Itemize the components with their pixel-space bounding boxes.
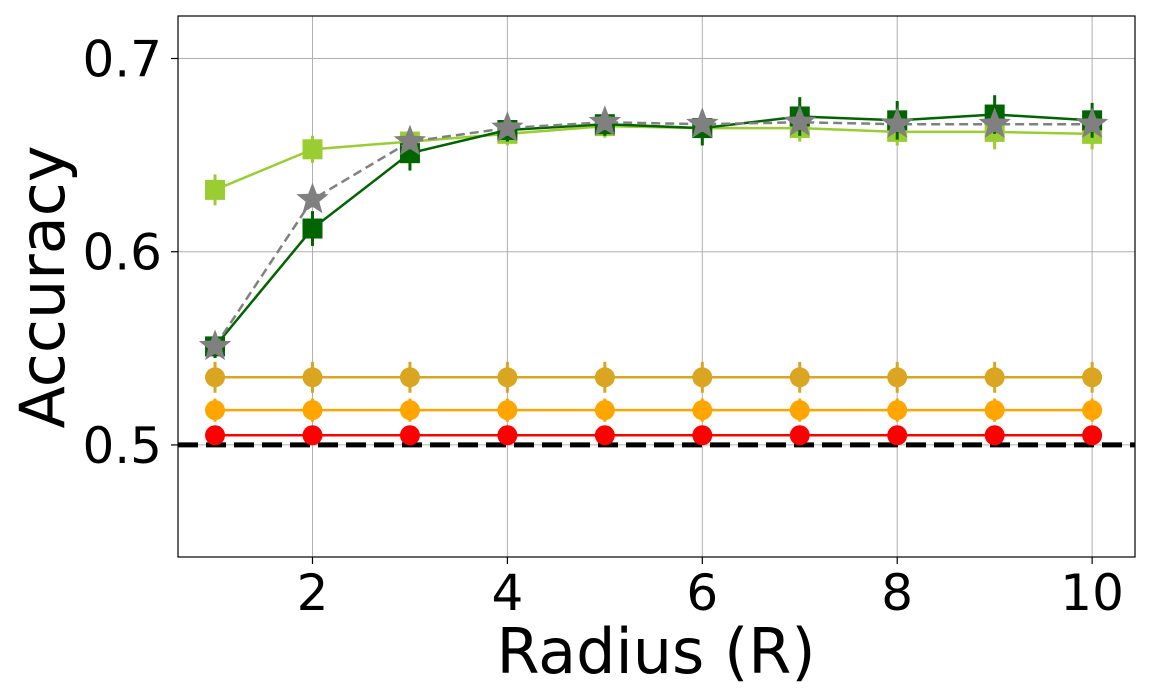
data-point [205, 425, 226, 446]
data-point [594, 400, 615, 421]
data-point [984, 425, 1005, 446]
data-point [491, 111, 524, 142]
data-point [302, 139, 323, 160]
series-layer [198, 95, 1109, 446]
data-point [302, 425, 323, 446]
data-point [887, 367, 908, 388]
data-point [692, 367, 713, 388]
data-point [205, 367, 226, 388]
series-6 [205, 425, 1103, 446]
data-point [1082, 400, 1103, 421]
y-axis-label: Accuracy [6, 145, 79, 428]
data-point [789, 425, 810, 446]
data-point [686, 107, 719, 138]
data-point [594, 425, 615, 446]
x-tick-label: 2 [297, 564, 329, 622]
data-point [205, 179, 226, 200]
data-point [789, 400, 810, 421]
data-point [399, 400, 420, 421]
x-axis-label: Radius (R) [496, 615, 815, 688]
data-point [1082, 367, 1103, 388]
series-4 [205, 361, 1103, 393]
data-point [1082, 425, 1103, 446]
data-point [984, 400, 1005, 421]
data-point [594, 367, 615, 388]
data-point [978, 107, 1011, 138]
data-point [302, 400, 323, 421]
y-tick-label: 0.6 [82, 224, 162, 282]
data-point [783, 105, 816, 137]
data-point [887, 400, 908, 421]
data-point [881, 107, 914, 138]
data-point [588, 105, 622, 137]
series-line [214, 113, 1093, 348]
data-point [198, 329, 232, 361]
data-point [302, 218, 323, 239]
data-point [302, 367, 323, 388]
x-tick-label: 6 [686, 564, 718, 622]
data-point [497, 425, 518, 446]
y-tick-label: 0.7 [82, 31, 162, 89]
data-point [497, 400, 518, 421]
data-point [692, 400, 713, 421]
data-point [205, 400, 226, 421]
data-point [399, 425, 420, 446]
plot-frame [177, 15, 1136, 558]
data-point [692, 425, 713, 446]
plot-background [178, 16, 1135, 557]
x-tick-label: 4 [491, 564, 523, 622]
series-line [213, 121, 1093, 348]
data-point [1075, 107, 1109, 138]
ticks: 2 4 6 8 10 0.5 0.6 0.7 [82, 31, 1123, 622]
data-point [399, 367, 420, 388]
data-point [789, 367, 810, 388]
data-point [497, 367, 518, 388]
y-tick-label: 0.5 [82, 417, 162, 475]
series-3 [198, 105, 1109, 361]
data-point [887, 425, 908, 446]
data-point [984, 367, 1005, 388]
data-point [393, 124, 427, 156]
x-tick-label: 10 [1060, 564, 1124, 622]
data-point [296, 182, 329, 214]
x-tick-label: 8 [881, 564, 913, 622]
series-5 [205, 398, 1103, 422]
